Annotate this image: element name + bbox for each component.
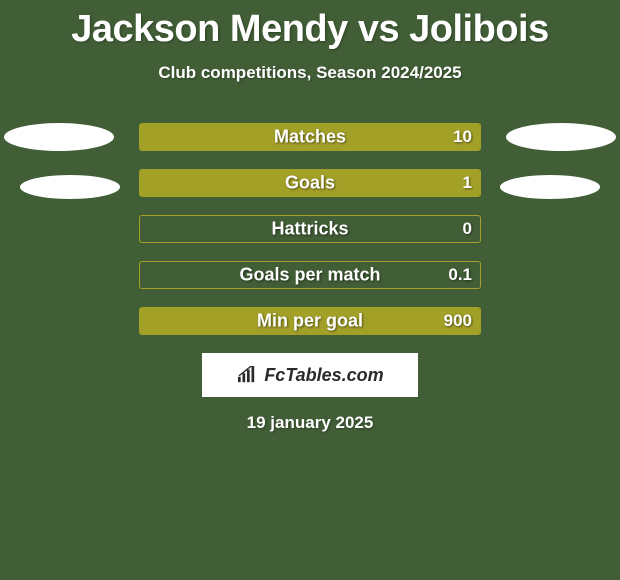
bar-label: Hattricks (140, 219, 480, 240)
ellipse-decoration (20, 175, 120, 199)
bar-value: 10 (453, 127, 472, 147)
page-title: Jackson Mendy vs Jolibois (0, 0, 620, 51)
subtitle: Club competitions, Season 2024/2025 (0, 63, 620, 83)
logo-text: FcTables.com (264, 365, 383, 386)
bars-container: Matches 10 Goals 1 Hattricks 0 Goals per… (139, 123, 481, 335)
stat-bar-gpm: Goals per match 0.1 (139, 261, 481, 289)
bar-value: 1 (463, 173, 472, 193)
stat-bar-matches: Matches 10 (139, 123, 481, 151)
bar-value: 900 (444, 311, 472, 331)
chart-area: Matches 10 Goals 1 Hattricks 0 Goals per… (0, 123, 620, 433)
bar-label: Goals per match (140, 265, 480, 286)
bar-value: 0 (463, 219, 472, 239)
bar-label: Matches (140, 127, 480, 148)
stat-bar-hattricks: Hattricks 0 (139, 215, 481, 243)
ellipse-decoration (4, 123, 114, 151)
ellipse-decoration (506, 123, 616, 151)
bar-value: 0.1 (448, 265, 472, 285)
stat-bar-goals: Goals 1 (139, 169, 481, 197)
stat-bar-mpg: Min per goal 900 (139, 307, 481, 335)
barchart-icon (236, 366, 258, 384)
bar-label: Min per goal (140, 311, 480, 332)
bar-label: Goals (140, 173, 480, 194)
logo-box: FcTables.com (202, 353, 418, 397)
ellipse-decoration (500, 175, 600, 199)
date-label: 19 january 2025 (10, 413, 610, 433)
